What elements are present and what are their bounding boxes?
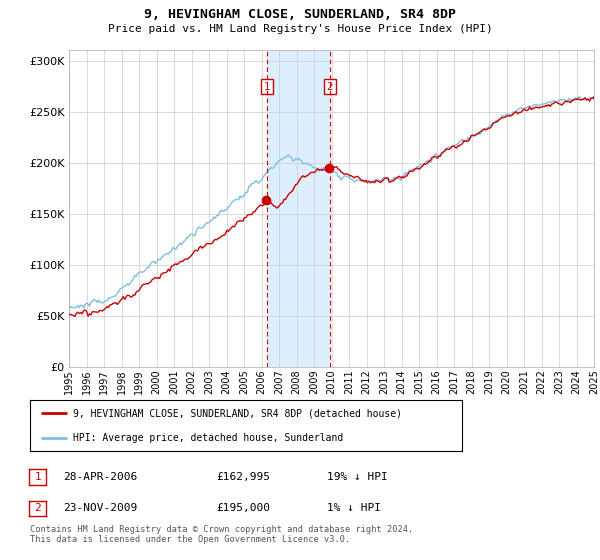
Text: 1: 1 (264, 82, 271, 92)
Text: £162,995: £162,995 (216, 472, 270, 482)
Bar (267, 50, 330, 367)
Text: 9, HEVINGHAM CLOSE, SUNDERLAND, SR4 8DP: 9, HEVINGHAM CLOSE, SUNDERLAND, SR4 8DP (144, 8, 456, 21)
Text: HPI: Average price, detached house, Sunderland: HPI: Average price, detached house, Sund… (73, 433, 343, 443)
Text: 2: 2 (326, 82, 333, 92)
Text: 9, HEVINGHAM CLOSE, SUNDERLAND, SR4 8DP (detached house): 9, HEVINGHAM CLOSE, SUNDERLAND, SR4 8DP … (73, 408, 402, 418)
Text: £195,000: £195,000 (216, 503, 270, 514)
Text: 23-NOV-2009: 23-NOV-2009 (63, 503, 137, 514)
Text: 19% ↓ HPI: 19% ↓ HPI (327, 472, 388, 482)
Text: 28-APR-2006: 28-APR-2006 (63, 472, 137, 482)
Text: 1% ↓ HPI: 1% ↓ HPI (327, 503, 381, 514)
Text: 1: 1 (34, 472, 41, 482)
Text: Contains HM Land Registry data © Crown copyright and database right 2024.
This d: Contains HM Land Registry data © Crown c… (30, 525, 413, 544)
Text: 2: 2 (34, 503, 41, 514)
Text: Price paid vs. HM Land Registry's House Price Index (HPI): Price paid vs. HM Land Registry's House … (107, 24, 493, 34)
